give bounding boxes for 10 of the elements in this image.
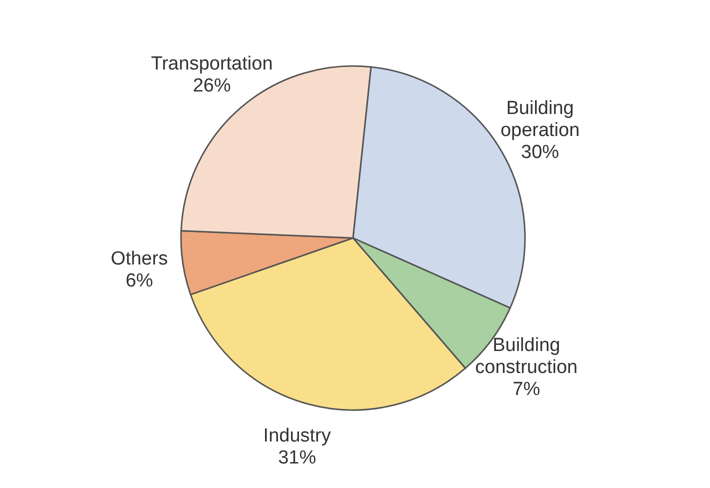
- data-label: 26%: [192, 74, 231, 96]
- slice-label: Transportation: [150, 52, 273, 74]
- data-label: 6%: [126, 270, 154, 292]
- data-label: 7%: [512, 378, 540, 400]
- slice-label: Building construction: [475, 334, 578, 378]
- slice-label: Others: [110, 248, 168, 270]
- slice-label: Building operation: [500, 98, 580, 140]
- slice-label: Industry: [263, 425, 332, 446]
- data-label: 31%: [278, 447, 316, 468]
- data-label: 30%: [521, 142, 560, 162]
